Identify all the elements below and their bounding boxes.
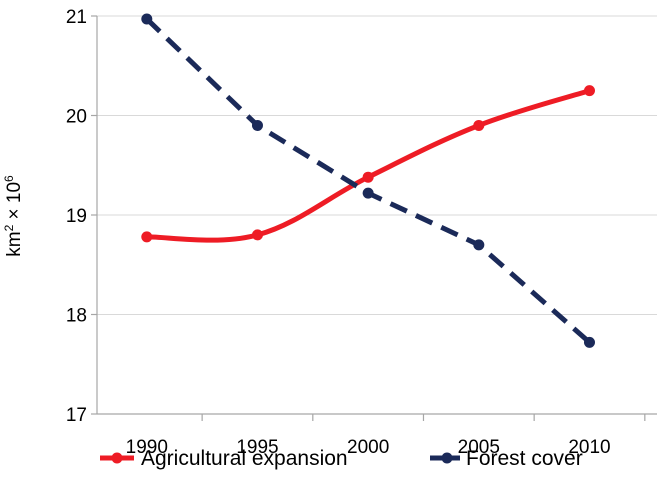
- data-point-agricultural-expansion: [473, 119, 485, 131]
- data-point-forest-cover: [141, 13, 153, 25]
- x-tick-label: 1995: [236, 437, 278, 458]
- legend-marker-forest-cover: [441, 452, 453, 464]
- y-tick-label: 18: [66, 306, 87, 327]
- axes: [91, 15, 657, 421]
- data-point-forest-cover: [473, 239, 485, 251]
- y-tick-label: 17: [66, 405, 87, 426]
- x-tick-label: 2005: [458, 437, 500, 458]
- data-point-agricultural-expansion: [251, 229, 263, 241]
- y-tick-labels: 17 18 19 20 21: [66, 7, 87, 426]
- data-point-agricultural-expansion: [141, 231, 153, 243]
- data-point-agricultural-expansion: [362, 171, 374, 183]
- legend-marker-agricultural-expansion: [111, 452, 123, 464]
- y-tick-label: 19: [66, 206, 87, 227]
- legend-label-forest-cover: Forest cover: [466, 447, 583, 470]
- y-tick-label: 20: [66, 107, 87, 128]
- legend: Agricultural expansion Forest cover: [100, 447, 583, 470]
- x-tick-label: 2000: [347, 437, 389, 458]
- legend-label-agricultural-expansion: Agricultural expansion: [141, 447, 348, 470]
- series-group: [141, 13, 595, 348]
- data-point-forest-cover: [583, 336, 595, 348]
- y-axis-title: km2 × 106: [2, 175, 25, 257]
- x-tick-labels: 1990 1995 2000 2005 2010: [126, 437, 611, 458]
- data-point-forest-cover: [251, 119, 263, 131]
- gridlines: [97, 15, 657, 315]
- series-line-agricultural-expansion: [144, 88, 592, 243]
- data-point-forest-cover: [362, 187, 374, 199]
- x-tick-label: 1990: [126, 437, 168, 458]
- data-point-agricultural-expansion: [583, 85, 595, 97]
- y-tick-label: 21: [66, 7, 87, 28]
- x-tick-label: 2010: [568, 437, 610, 458]
